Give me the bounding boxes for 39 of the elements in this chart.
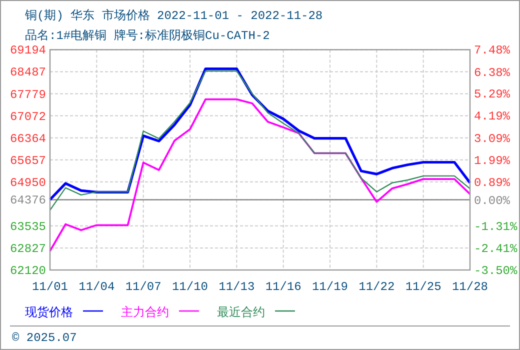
y-tick-label: 64376 bbox=[10, 194, 46, 208]
y2-tick-label: -3.50% bbox=[474, 264, 518, 278]
y-tick-label: 68487 bbox=[10, 66, 46, 80]
y-tick-label: 65657 bbox=[10, 154, 46, 168]
y-tick-label: 62120 bbox=[10, 264, 46, 278]
chart-subtitle: 品名:1#电解铜 牌号:标准阴极铜Cu-CATH-2 bbox=[25, 29, 270, 43]
y-tick-label: 67072 bbox=[10, 110, 46, 124]
y-tick-label: 69194 bbox=[10, 44, 46, 58]
x-tick-label: 11/01 bbox=[32, 280, 68, 294]
legend-label: 主力合约 bbox=[121, 305, 169, 320]
x-tick-label: 11/13 bbox=[218, 280, 255, 294]
x-tick-label: 11/25 bbox=[405, 280, 442, 294]
y-tick-label: 64950 bbox=[10, 176, 46, 190]
x-tick-label: 11/04 bbox=[78, 280, 115, 294]
y2-tick-label: 6.38% bbox=[474, 66, 511, 80]
x-tick-label: 11/28 bbox=[452, 280, 488, 294]
x-tick-label: 11/22 bbox=[358, 280, 395, 294]
y2-tick-label: -2.41% bbox=[474, 242, 518, 256]
line-series bbox=[49, 98, 471, 252]
y2-tick-label: 7.48% bbox=[474, 44, 511, 58]
y2-tick-label: 1.99% bbox=[474, 154, 511, 168]
y2-tick-label: 0.00% bbox=[474, 194, 511, 208]
y-tick-label: 63535 bbox=[10, 220, 46, 234]
legend-label: 最近合约 bbox=[217, 306, 265, 320]
y2-tick-label: 0.89% bbox=[474, 176, 511, 190]
x-tick-label: 11/16 bbox=[265, 280, 302, 294]
y-tick-label: 66364 bbox=[10, 132, 46, 146]
y-tick-label: 67779 bbox=[10, 88, 46, 102]
y2-tick-label: 5.29% bbox=[474, 88, 511, 102]
text: © 2025.07 bbox=[12, 331, 77, 345]
y2-tick-label: 3.09% bbox=[474, 132, 511, 146]
chart-title: 铜(期) 华东 市场价格 2022-11-01 - 2022-11-28 bbox=[24, 8, 323, 23]
y2-tick-label: -1.31% bbox=[474, 220, 518, 234]
x-tick-label: 11/07 bbox=[125, 280, 162, 294]
y-tick-label: 62827 bbox=[10, 242, 46, 256]
y2-tick-label: 4.19% bbox=[474, 110, 511, 124]
x-tick-label: 11/10 bbox=[172, 280, 208, 294]
x-tick-label: 11/19 bbox=[312, 280, 348, 294]
legend-label: 现货价格 bbox=[25, 306, 73, 320]
